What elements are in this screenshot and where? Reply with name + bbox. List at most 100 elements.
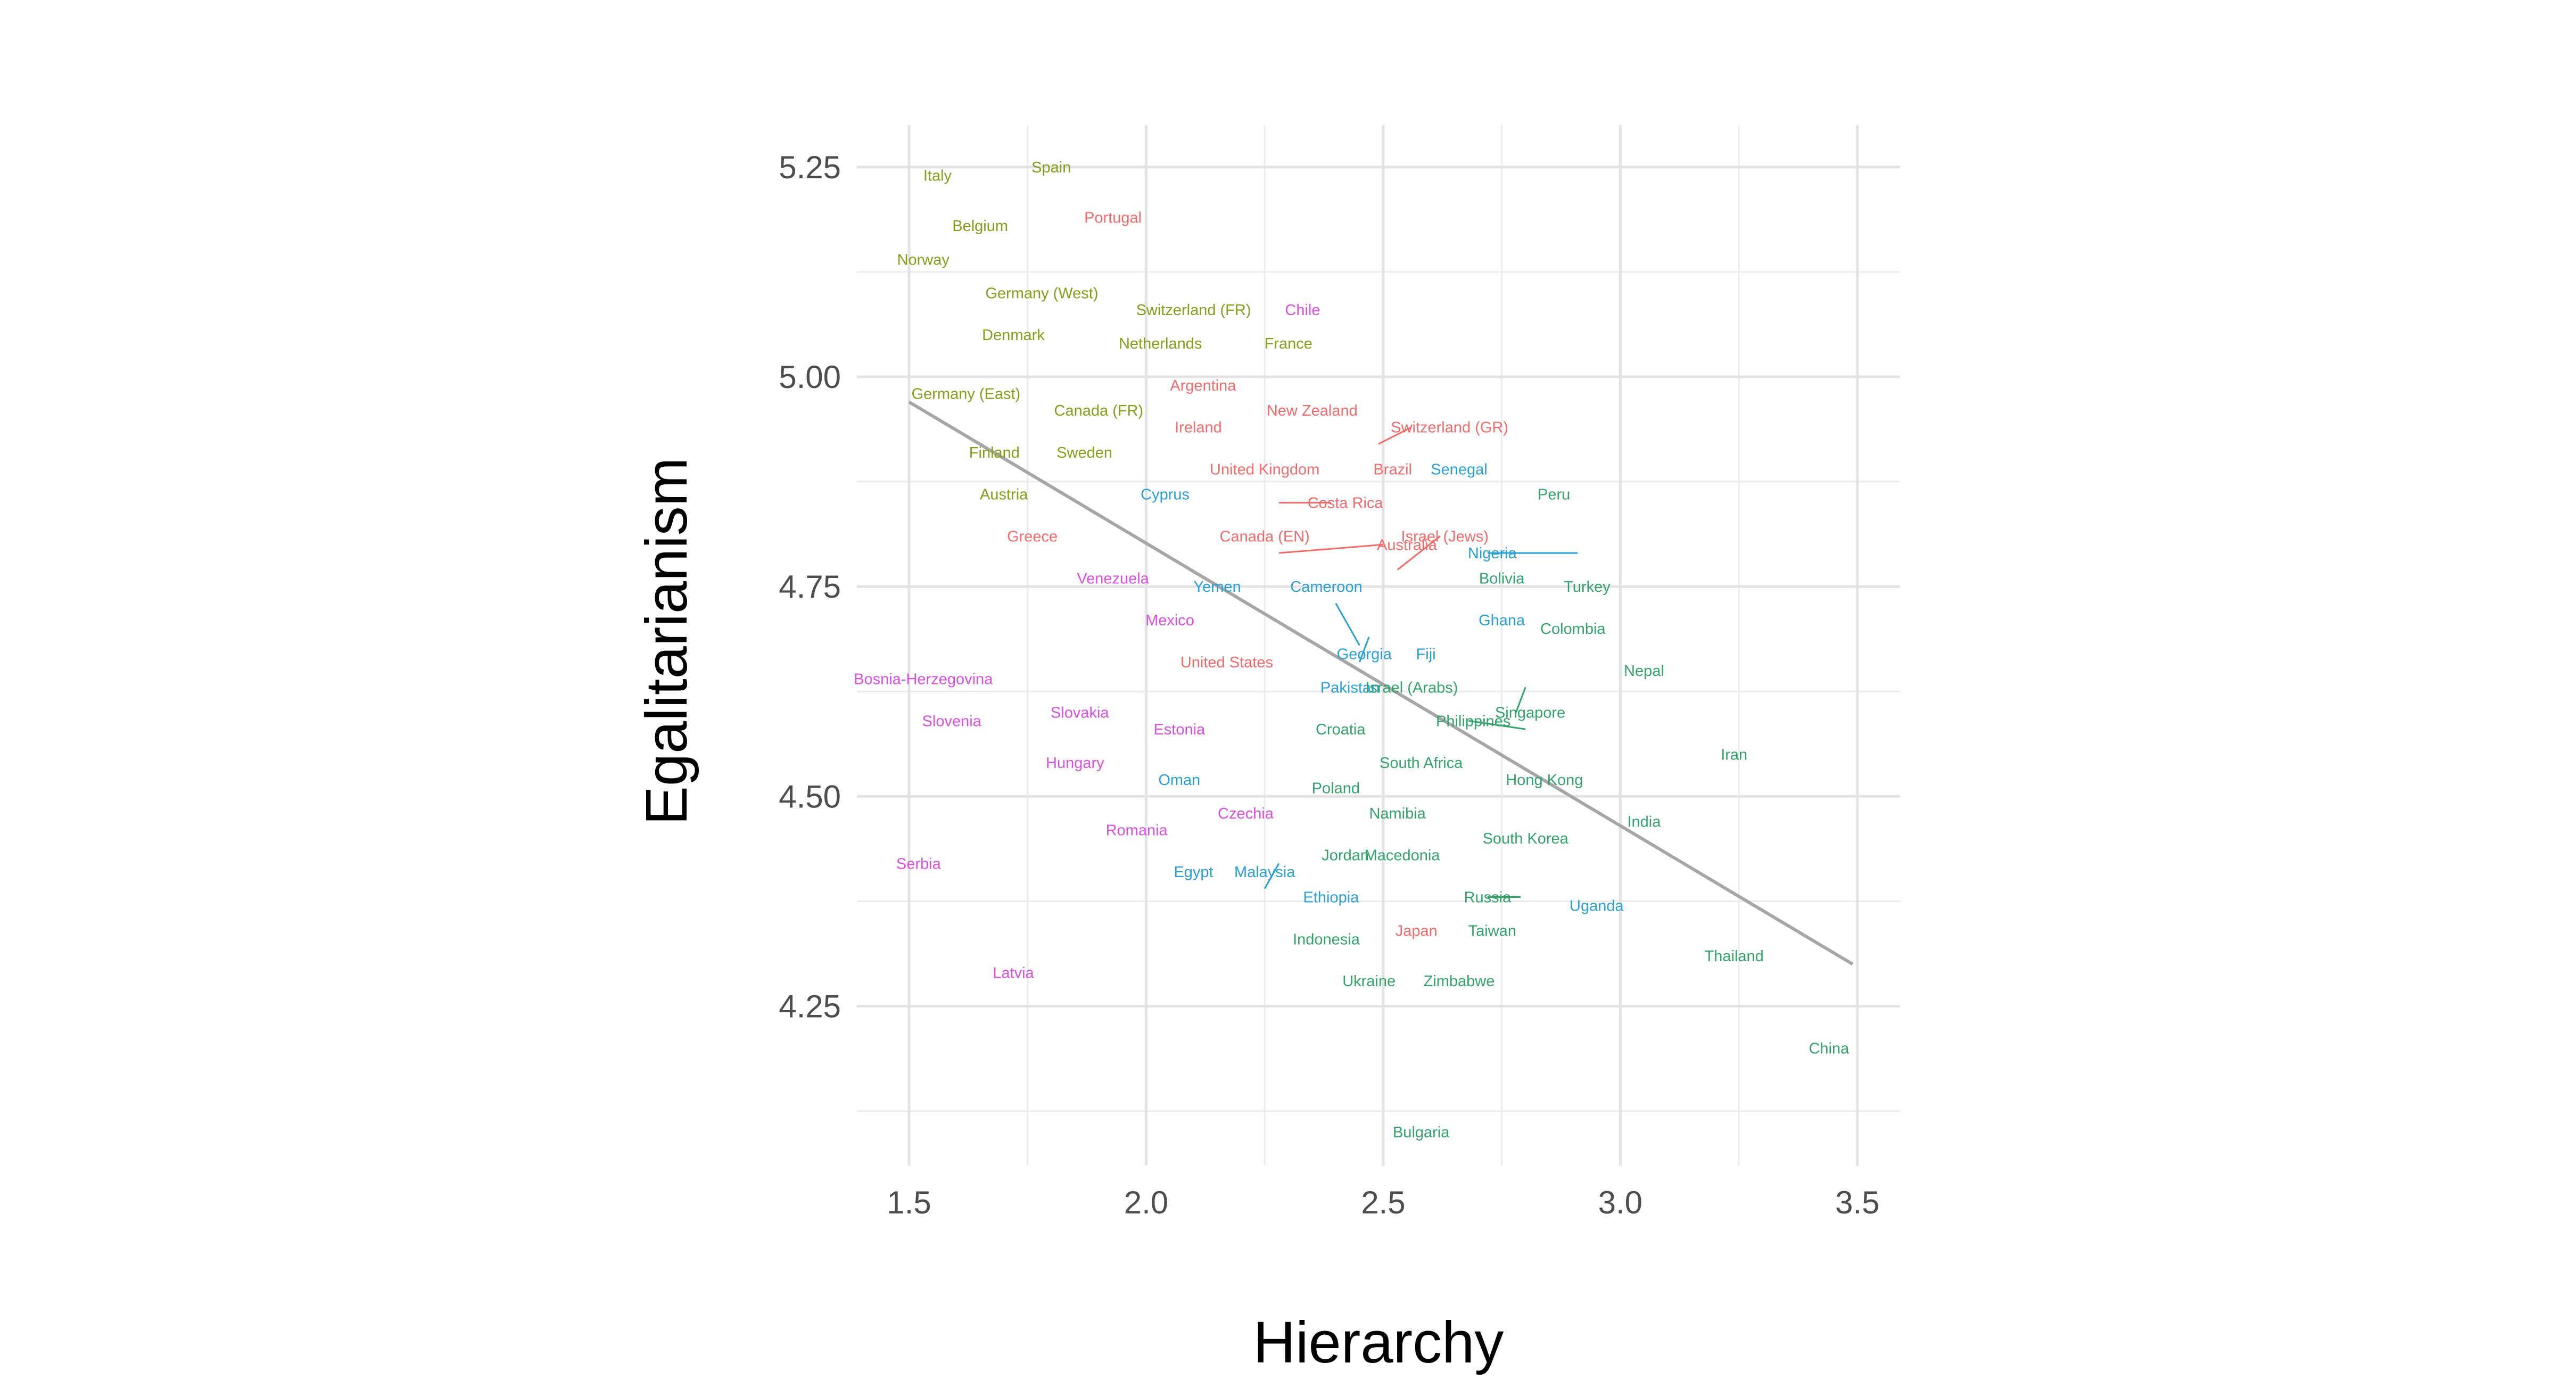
y-tick-label: 4.50 xyxy=(779,779,841,814)
point-label: France xyxy=(1265,335,1312,352)
point-label: Indonesia xyxy=(1293,931,1360,948)
point-label: Chile xyxy=(1285,302,1320,319)
point-label: United States xyxy=(1180,654,1273,671)
y-tick-label: 4.75 xyxy=(779,569,841,605)
point-label: Netherlands xyxy=(1119,335,1202,352)
point-label: Norway xyxy=(897,251,950,268)
point-label: Turkey xyxy=(1564,579,1611,596)
point-label: Macedonia xyxy=(1365,847,1441,864)
point-label: Croatia xyxy=(1316,721,1366,738)
point-label: Poland xyxy=(1312,780,1360,797)
point-label: Ethiopia xyxy=(1303,889,1360,906)
y-tick-label: 5.00 xyxy=(779,359,841,395)
point-label: Nepal xyxy=(1624,663,1664,680)
point-label: Australia xyxy=(1377,536,1438,554)
point-label: Jordan xyxy=(1322,847,1369,864)
point-label: Estonia xyxy=(1153,721,1206,738)
point-label: Canada (FR) xyxy=(1054,402,1144,419)
point-label: Switzerland (FR) xyxy=(1136,302,1251,319)
point-label: Germany (East) xyxy=(912,386,1021,403)
label-connector xyxy=(1264,863,1280,889)
y-tick-label: 5.25 xyxy=(779,150,841,185)
point-label: Israel (Jews) xyxy=(1401,528,1489,546)
point-label: Italy xyxy=(923,168,952,185)
point-label: South Africa xyxy=(1380,755,1463,772)
point-label: Costa Rica xyxy=(1308,494,1384,511)
point-label: Sweden xyxy=(1056,444,1112,461)
point-label: United Kingdom xyxy=(1210,461,1319,478)
x-axis-ticks: 1.5 2.0 2.5 3.0 3.5 xyxy=(887,1185,1879,1220)
point-label: South Korea xyxy=(1483,830,1569,847)
point-label: Canada (EN) xyxy=(1220,528,1310,546)
label-connector xyxy=(1358,637,1370,663)
point-label: Peru xyxy=(1538,486,1570,503)
label-connector xyxy=(1397,535,1441,571)
x-tick-label: 2.5 xyxy=(1361,1185,1405,1220)
point-label: Fiji xyxy=(1416,646,1436,663)
point-label: Egypt xyxy=(1174,864,1213,881)
point-label: Senegal xyxy=(1431,461,1487,478)
y-tick-label: 4.25 xyxy=(779,988,841,1024)
point-label: Brazil xyxy=(1373,461,1412,478)
y-axis-ticks: 4.25 4.50 4.75 5.00 5.25 xyxy=(779,150,841,1025)
point-label: Namibia xyxy=(1369,805,1426,822)
point-label: Pakistan xyxy=(1320,679,1380,696)
point-label: Hungary xyxy=(1046,755,1104,772)
point-label: Singapore xyxy=(1495,705,1565,722)
label-connector xyxy=(1515,687,1526,713)
point-label: Serbia xyxy=(896,855,942,872)
label-connector xyxy=(1335,602,1360,646)
label-connector xyxy=(1378,426,1413,445)
point-label: Latvia xyxy=(993,964,1034,981)
point-label: Romania xyxy=(1106,822,1168,839)
point-label: Germany (West) xyxy=(985,285,1098,302)
point-label: Taiwan xyxy=(1468,923,1516,940)
point-label: Czechia xyxy=(1218,805,1274,822)
point-labels: Italy Spain Belgium Portugal Norway Germany (… xyxy=(854,159,1850,1141)
point-label: Spain xyxy=(1031,159,1071,176)
point-label: Japan xyxy=(1396,923,1438,940)
x-axis-title: Hierarchy xyxy=(1253,1310,1504,1375)
point-label: Ukraine xyxy=(1342,973,1396,990)
trend-layer xyxy=(908,400,1854,966)
point-label: Israel (Arabs) xyxy=(1365,679,1458,696)
point-label: Uganda xyxy=(1570,897,1624,914)
point-label: Georgia xyxy=(1337,646,1392,663)
point-label: Iran xyxy=(1721,746,1747,763)
point-label: Cameroon xyxy=(1290,579,1362,596)
trend-line xyxy=(908,400,1854,966)
point-label: Hong Kong xyxy=(1506,772,1583,789)
point-label: Venezuela xyxy=(1077,570,1149,587)
point-label: Greece xyxy=(1007,528,1058,546)
label-connector xyxy=(1278,543,1384,554)
point-label: Yemen xyxy=(1193,579,1241,596)
point-label: Slovenia xyxy=(922,713,982,730)
point-label: Denmark xyxy=(982,327,1045,344)
point-label: Cyprus xyxy=(1141,486,1190,503)
x-tick-label: 1.5 xyxy=(887,1185,931,1220)
point-label: China xyxy=(1809,1040,1850,1057)
point-label: Bosnia-Herzegovina xyxy=(854,671,993,688)
point-label: Bolivia xyxy=(1479,570,1525,587)
point-label: Mexico xyxy=(1145,612,1194,629)
x-tick-label: 2.0 xyxy=(1124,1185,1168,1220)
x-tick-label: 3.0 xyxy=(1598,1185,1642,1220)
point-label: Nigeria xyxy=(1468,545,1517,562)
point-label: Argentina xyxy=(1170,377,1236,394)
point-label: Switzerland (GR) xyxy=(1391,419,1508,436)
connector-layer xyxy=(1264,426,1578,898)
point-label: Ghana xyxy=(1479,612,1525,629)
point-label: Ireland xyxy=(1175,419,1222,436)
point-label: Malaysia xyxy=(1234,864,1295,881)
point-label: Philippines xyxy=(1436,713,1510,730)
point-label: Russia xyxy=(1464,889,1512,906)
y-axis-title: Egalitarianism xyxy=(634,458,699,825)
point-label: Belgium xyxy=(952,218,1008,235)
point-label: Bulgaria xyxy=(1393,1124,1450,1141)
label-connector xyxy=(1468,720,1526,730)
point-label: Colombia xyxy=(1540,621,1606,638)
x-tick-label: 3.5 xyxy=(1835,1185,1879,1220)
point-label: Zimbabwe xyxy=(1424,973,1495,990)
